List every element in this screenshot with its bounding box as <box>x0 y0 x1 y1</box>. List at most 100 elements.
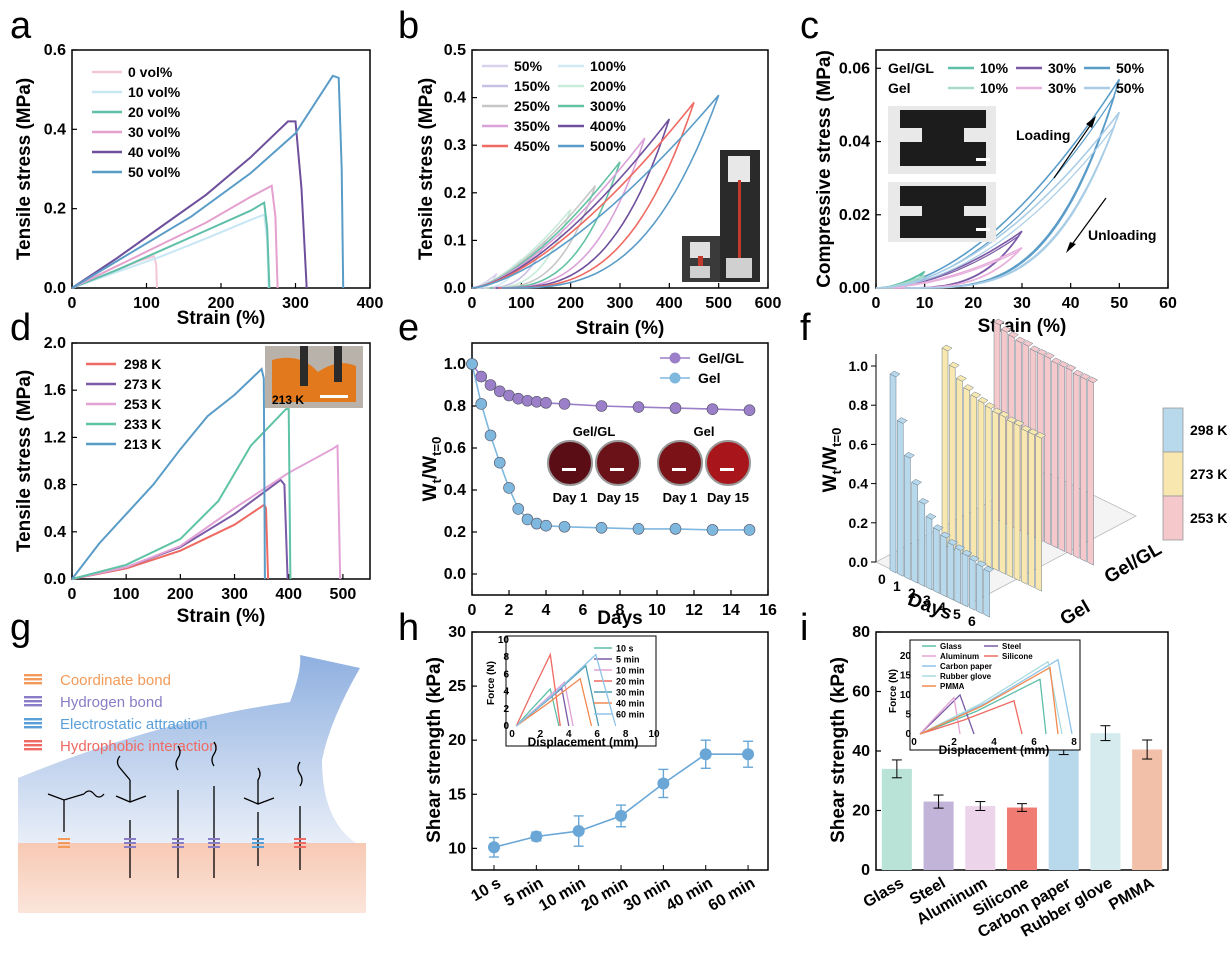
panel-h-frame <box>471 631 769 871</box>
bar-253K <box>1044 355 1051 546</box>
legend-group-label: Gel <box>888 80 911 96</box>
inset-x-tick-label: 2 <box>538 729 544 740</box>
inset-y-tick-label: 6 <box>503 669 509 680</box>
bar-top <box>932 524 944 531</box>
panel-d-xlabel: Strain (%) <box>177 606 266 627</box>
inset-x-tick-label: 8 <box>1071 737 1077 748</box>
data-point <box>540 397 552 409</box>
data-point <box>572 825 585 838</box>
legend-label: 10 vol% <box>128 84 181 100</box>
x-tick-label: 10 min <box>536 875 588 915</box>
y-tick-label: 60 <box>852 684 870 701</box>
data-point <box>706 524 719 536</box>
inset-y-tick-label: 8 <box>503 652 509 663</box>
data-point <box>632 523 645 535</box>
x-tick-label: 3 <box>923 592 931 608</box>
data-point <box>484 379 497 391</box>
legend-label: 50% <box>514 58 543 74</box>
x-tick-label: 200 <box>208 295 235 312</box>
inset-curve <box>515 652 561 727</box>
inset-x-tick-label: 0 <box>911 737 917 748</box>
series-line-298K <box>71 503 270 580</box>
bar-top <box>991 407 1003 415</box>
y-tick-label: 10 <box>448 840 466 857</box>
series-line-30vol% <box>71 184 279 289</box>
x-tick-label: 5 <box>953 606 961 622</box>
legend-swatch <box>1162 407 1184 453</box>
x-tick-label: 100 <box>113 586 140 603</box>
y-tick-label: 0.0 <box>444 280 466 297</box>
panel-d-ylabel: Tensile stress (MPa) <box>14 370 35 552</box>
bar-aluminum <box>965 806 996 870</box>
series-loop-400% <box>471 118 671 289</box>
panel-b: Strain (%) Tensile stress (MPa) 0 100 200 3… <box>416 42 781 339</box>
bar-top <box>918 497 930 505</box>
bar-273K <box>956 377 963 555</box>
inset-y-tick-label: 10 <box>498 635 510 646</box>
legend-label: Coordinate bond <box>60 672 171 689</box>
panel-h-inset-frame <box>505 635 657 747</box>
bar-top <box>1079 373 1091 380</box>
legend-marker <box>669 372 681 384</box>
x-tick-label: 30 <box>1013 295 1031 312</box>
bar-298K <box>968 557 976 611</box>
legend-label: 50% <box>1116 60 1145 76</box>
gel-gl-photo-label: Gel/GL <box>573 424 616 439</box>
legend-label: 298 K <box>124 356 161 372</box>
x-tick-label: 6 <box>579 602 588 619</box>
bar-top <box>1022 340 1034 347</box>
data-point <box>615 809 628 822</box>
y-tick-label: 1.6 <box>44 382 66 399</box>
bar-top <box>941 344 953 352</box>
legend-swatch <box>24 718 42 721</box>
y-tick-label: 0.3 <box>444 137 466 154</box>
legend-label: 213 K <box>124 436 161 452</box>
series-loop-350% <box>471 137 646 289</box>
inset-legend-label: 60 min <box>616 710 645 720</box>
data-point <box>484 429 497 442</box>
panel-i-ylabel: Shear strength (kPa) <box>828 657 849 843</box>
data-point <box>595 521 608 534</box>
bar-298K <box>947 541 954 601</box>
series-line-213K <box>71 367 266 580</box>
legend-label: Gel/GL <box>698 350 744 366</box>
z-tick-label: 1.0 <box>849 358 869 374</box>
loading-label: Loading <box>1016 127 1070 143</box>
inset-y-tick-label: 4 <box>503 687 509 698</box>
low-temperature-photo: 213 K <box>265 346 363 408</box>
bar-top <box>954 544 966 551</box>
inset-curve <box>515 677 593 727</box>
day1-label-a: Day 1 <box>553 490 588 505</box>
bar-273K <box>963 387 970 558</box>
data-point <box>632 401 645 413</box>
y-tick-label: 0.5 <box>444 42 466 59</box>
bar-top <box>896 417 908 424</box>
data-point <box>493 456 506 469</box>
x-tick-label: 14 <box>722 602 740 619</box>
x-tick-label: 40 <box>1062 295 1080 312</box>
inset-x-tick-label: 0 <box>509 729 515 740</box>
y-tick-label: 40 <box>852 743 870 760</box>
inset-curve <box>919 693 975 735</box>
panel-f-group-gelgl: Gel/GL <box>1101 538 1166 588</box>
x-tick-label: 400 <box>275 586 302 603</box>
y-tick-label: 1.0 <box>444 356 466 373</box>
legend-swatch <box>24 696 42 699</box>
y-tick-label: 0.1 <box>444 232 466 249</box>
panel-f-ylabel: Wt/Wt=0 <box>820 428 844 493</box>
inset-legend-label: 10 min <box>616 666 645 676</box>
series-line-20vol% <box>71 201 271 289</box>
panel-label-d: d <box>10 307 31 349</box>
x-tick-label: 6 <box>968 613 976 629</box>
inset-legend-label: Glass <box>940 642 962 651</box>
inset-legend-label: 30 min <box>616 688 645 698</box>
bar-273K <box>948 364 956 551</box>
gel-layer <box>18 655 360 843</box>
bar-298K <box>983 568 990 618</box>
legend-label: 100% <box>590 58 626 74</box>
inset-curve <box>919 660 1063 735</box>
legend-swatch <box>24 744 42 747</box>
x-tick-label: 60 <box>1159 295 1177 312</box>
panel-e: Days Wt/Wt=0 0 2 4 6 8 10 12 14 16 0.0 0.2 0.4 0.6 0.… <box>420 342 777 629</box>
